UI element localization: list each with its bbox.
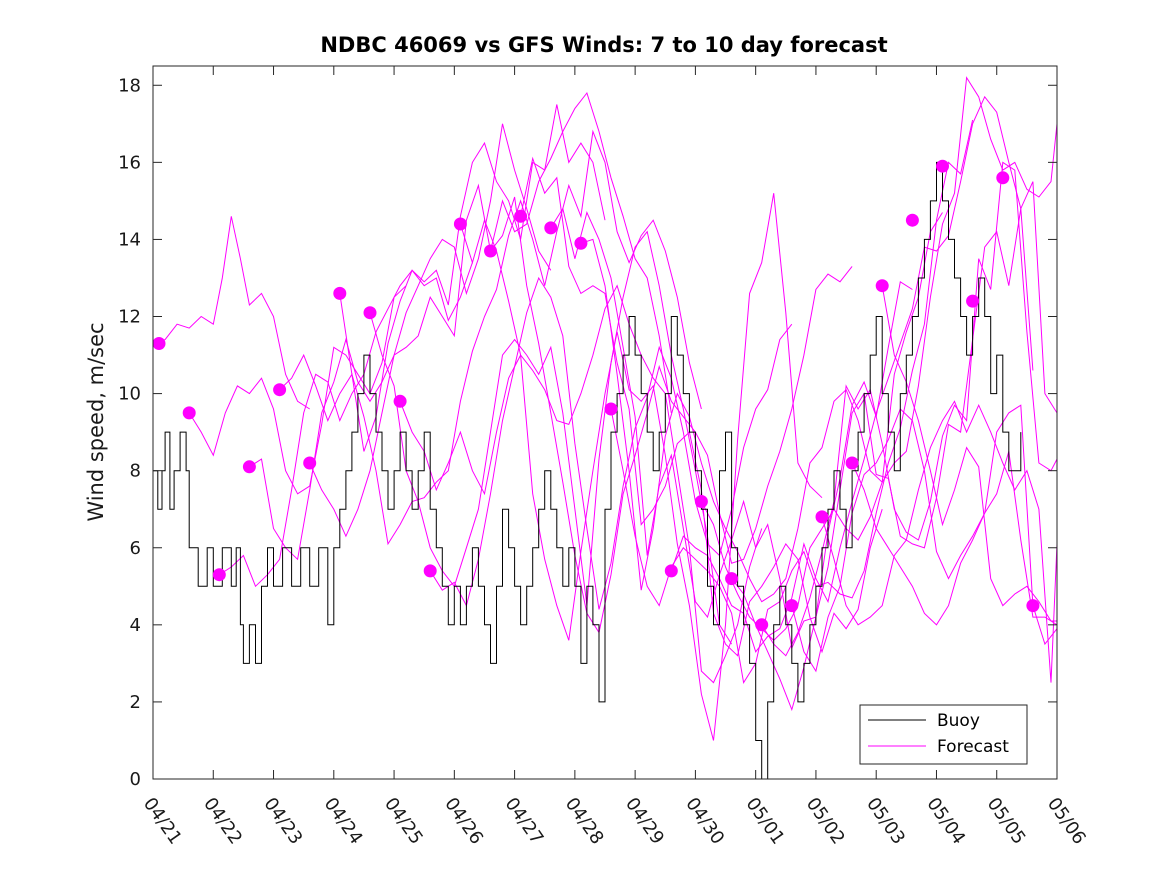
forecast-marker (484, 244, 497, 258)
legend-box (859, 704, 1028, 765)
forecast-marker (212, 568, 226, 582)
forecast-run-9 (399, 284, 763, 684)
forecast-marker (544, 221, 558, 235)
forecast-run-7 (339, 129, 702, 546)
legend-forecast-label: Forecast (937, 737, 1009, 757)
forecast-marker (152, 337, 166, 350)
y-tick-label: 0 (130, 769, 141, 790)
buoy-series (153, 161, 1022, 779)
forecast-marker (303, 456, 317, 470)
forecast-run-4 (249, 123, 552, 561)
forecast-run-12 (490, 196, 853, 634)
forecast-marker (996, 171, 1010, 185)
forecast-run-11 (459, 193, 823, 741)
y-axis: 0 2 4 6 8 10 12 14 16 18 (118, 75, 1057, 790)
y-tick-label: 10 (118, 384, 141, 405)
forecast-marker (182, 406, 196, 420)
forecast-marker (393, 394, 407, 408)
forecast-marker (664, 564, 678, 578)
plot-frame (152, 65, 1058, 780)
forecast-run-24 (881, 285, 1057, 622)
y-tick-label: 16 (118, 152, 141, 173)
legend-buoy-label: Buoy (937, 711, 980, 731)
forecast-run-23 (851, 451, 1057, 626)
forecast-marker (966, 294, 980, 308)
forecast-marker (574, 236, 588, 250)
chart-title: NDBC 46069 vs GFS Winds: 7 to 10 day for… (320, 33, 887, 57)
forecast-marker (875, 279, 889, 293)
forecast-run-20 (761, 161, 1057, 657)
buoy-line-path (153, 161, 1022, 779)
forecast-marker (604, 402, 618, 416)
forecast-run-3 (219, 262, 473, 588)
forecast-marker (333, 286, 347, 300)
forecast-marker (755, 618, 769, 632)
forecast-run-1 (153, 216, 310, 410)
y-tick-label: 4 (130, 615, 141, 636)
forecast-marker (242, 460, 256, 474)
forecast-run-22 (821, 400, 1057, 683)
forecast-marker (423, 564, 437, 578)
forecast-marker (785, 599, 799, 613)
forecast-run-5 (279, 104, 606, 452)
forecast-marker (845, 456, 859, 470)
forecast-marker (273, 383, 287, 397)
forecast-run-21 (791, 404, 1057, 673)
y-tick-label: 14 (118, 229, 141, 250)
y-tick-label: 2 (130, 692, 141, 713)
forecast-series (153, 76, 1057, 741)
forecast-marker (725, 572, 739, 586)
forecast-markers (152, 159, 1040, 632)
y-tick-label: 6 (130, 538, 141, 559)
forecast-marker (1026, 599, 1040, 613)
legend: Buoy Forecast (859, 704, 1028, 765)
forecast-marker (905, 213, 919, 227)
forecast-marker (363, 306, 377, 320)
y-tick-label: 8 (130, 461, 141, 482)
y-tick-label: 12 (118, 307, 141, 328)
forecast-marker (936, 159, 949, 173)
forecast-marker (514, 209, 528, 223)
y-axis-label: Wind speed, m/sec (84, 322, 108, 521)
y-tick-label: 18 (118, 75, 141, 96)
forecast-marker (453, 217, 467, 231)
forecast-marker (694, 495, 708, 508)
forecast-marker (815, 510, 829, 524)
